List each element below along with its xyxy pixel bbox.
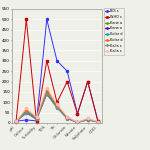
BIS s <box>25 119 27 121</box>
Kerw a <box>76 122 78 123</box>
Kalia s <box>87 118 89 119</box>
WHO s <box>36 121 38 123</box>
Kerw a <box>66 117 68 119</box>
Line: Kolar d: Kolar d <box>15 89 99 123</box>
Kalia s <box>56 107 58 109</box>
WHO s <box>76 113 78 115</box>
Kerw a <box>87 118 89 120</box>
BIS s <box>56 60 58 62</box>
Kolar d <box>36 118 38 119</box>
WHO s <box>46 60 48 62</box>
WHO s <box>25 18 27 20</box>
Kolar d <box>76 122 78 123</box>
Kalia s <box>36 116 38 118</box>
Kalia s <box>56 103 58 105</box>
Kalia s <box>36 119 38 120</box>
Kerw a <box>15 121 17 122</box>
BIS s <box>15 120 17 122</box>
Kerw a <box>25 110 27 111</box>
Kerw a <box>46 93 48 95</box>
Line: Kalia s: Kalia s <box>15 93 99 124</box>
Line: Kalia s: Kalia s <box>15 87 99 123</box>
Kolar d <box>46 89 48 91</box>
Kerw a <box>15 121 17 122</box>
WHO s <box>56 101 58 103</box>
Kalia s <box>15 121 17 122</box>
Line: Kolar d: Kolar d <box>15 92 99 123</box>
Kalia s <box>97 121 99 123</box>
Kalia s <box>15 121 17 122</box>
BIS s <box>66 70 68 72</box>
Kolar d <box>46 92 48 94</box>
Kalia s <box>25 108 27 109</box>
Kolar d <box>56 105 58 106</box>
Kolar d <box>56 106 58 108</box>
Kalia s <box>66 116 68 118</box>
Kalia s <box>76 122 78 123</box>
Kerw a <box>25 112 27 114</box>
Line: WHO s: WHO s <box>15 18 99 123</box>
WHO s <box>66 81 68 82</box>
Kerw a <box>56 105 58 107</box>
Kalia s <box>46 87 48 89</box>
BIS s <box>46 18 48 20</box>
Kerw a <box>97 121 99 123</box>
Kolar d <box>36 117 38 119</box>
Line: Kerw a: Kerw a <box>15 91 99 123</box>
Line: BIS s: BIS s <box>15 18 99 122</box>
BIS s <box>97 120 99 122</box>
Kolar d <box>66 117 68 119</box>
WHO s <box>97 120 99 122</box>
Kolar d <box>97 121 99 123</box>
Kolar d <box>87 118 89 120</box>
Kerw a <box>36 118 38 120</box>
BIS s <box>87 81 89 82</box>
Kerw a <box>76 122 78 123</box>
WHO s <box>87 81 89 82</box>
Kalia s <box>97 121 99 123</box>
Kalia s <box>25 112 27 114</box>
BIS s <box>76 113 78 115</box>
Kolar d <box>25 109 27 110</box>
Kolar d <box>76 122 78 123</box>
Kerw a <box>87 119 89 121</box>
Kolar d <box>87 119 89 120</box>
Kolar d <box>97 121 99 123</box>
Kerw a <box>66 118 68 119</box>
Legend: BIS s, WHO s, Kerw a, Kerw a, Kolar d, Kolar d, Kalia s, Kalia s: BIS s, WHO s, Kerw a, Kerw a, Kolar d, K… <box>104 8 124 55</box>
Kerw a <box>46 91 48 93</box>
Kerw a <box>36 118 38 120</box>
Kolar d <box>66 117 68 118</box>
Line: Kerw a: Kerw a <box>15 93 99 123</box>
Kalia s <box>66 118 68 120</box>
Kolar d <box>15 121 17 122</box>
Kerw a <box>56 106 58 108</box>
Kalia s <box>87 119 89 121</box>
Kerw a <box>97 121 99 123</box>
Kalia s <box>46 93 48 95</box>
Kolar d <box>25 111 27 112</box>
Kolar d <box>15 121 17 122</box>
BIS s <box>36 120 38 122</box>
Kalia s <box>76 121 78 123</box>
WHO s <box>15 120 17 122</box>
